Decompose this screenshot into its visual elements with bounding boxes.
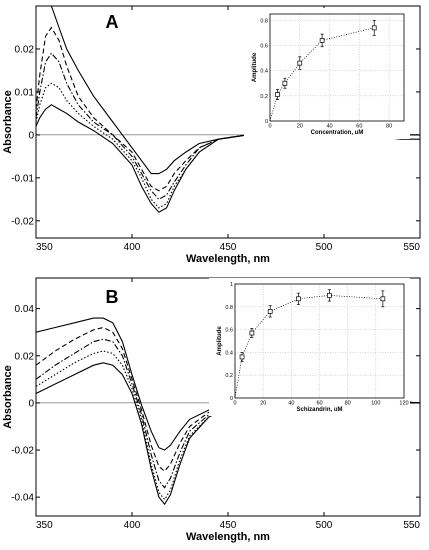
y-tick-label: 0.02 bbox=[15, 351, 35, 362]
y-tick-label: -0.01 bbox=[11, 173, 34, 184]
inset-data-point bbox=[249, 330, 255, 336]
inset-background bbox=[244, 8, 410, 139]
inset-data-point bbox=[296, 296, 301, 302]
series-line-3 bbox=[36, 338, 420, 489]
y-tick-label: -0.04 bbox=[11, 493, 34, 504]
y-tick-label: 0 bbox=[28, 130, 34, 141]
panel-label: A bbox=[106, 12, 119, 32]
inset-y-tick-label: 0.4 bbox=[260, 69, 268, 75]
inset-data-point bbox=[275, 92, 280, 97]
inset-x-tick-label: 0 bbox=[233, 401, 236, 407]
x-tick-label: 550 bbox=[403, 520, 420, 531]
inset-x-tick-label: 0 bbox=[268, 124, 271, 130]
series-line-3 bbox=[36, 52, 420, 200]
inset-x-tick-label: 60 bbox=[356, 124, 362, 130]
series-line-2 bbox=[36, 26, 420, 192]
y-axis-label: Absorbance bbox=[2, 365, 14, 429]
x-tick-label: 350 bbox=[36, 242, 53, 253]
inset-x-tick-label: 20 bbox=[260, 401, 266, 407]
panel-a: 350 400 450 500 550-0.02-0.0100.010.02Wavele… bbox=[2, 5, 421, 265]
x-tick-label: 500 bbox=[316, 242, 333, 253]
series-line-4 bbox=[36, 82, 420, 209]
inset-y-tick-label: 0.6 bbox=[260, 43, 268, 49]
x-tick-label: 350 bbox=[36, 520, 53, 531]
inset-x-axis-label: Concentration, uM bbox=[311, 130, 364, 136]
y-axis-label: Absorbance bbox=[2, 90, 14, 154]
inset-trend-line bbox=[269, 27, 375, 122]
inset-y-tick-label: 0.2 bbox=[225, 373, 233, 379]
inset-background bbox=[209, 278, 410, 416]
inset-y-tick-label: 0.2 bbox=[260, 94, 268, 100]
inset-data-point bbox=[267, 309, 273, 314]
inset-data-point bbox=[239, 354, 245, 360]
inset-y-tick-label: 0.4 bbox=[225, 350, 233, 356]
inset-frame bbox=[269, 13, 405, 122]
inset-y-axis-label: Amplitude bbox=[252, 52, 258, 82]
inset-x-tick-label: 120 bbox=[399, 401, 408, 407]
inset-y-tick-label: 1 bbox=[230, 282, 233, 288]
x-tick-label: 550 bbox=[403, 242, 420, 253]
inset-y-tick-label: 0 bbox=[230, 396, 233, 402]
inset-x-axis-label: Schizandrin, uM bbox=[296, 407, 342, 413]
inset-data-point bbox=[297, 60, 303, 66]
inset-x-tick-label: 20 bbox=[297, 124, 303, 130]
inset-x-tick-label: 80 bbox=[386, 124, 392, 130]
x-tick-label: 450 bbox=[220, 520, 237, 531]
inset-data-point bbox=[380, 296, 386, 302]
x-tick-label: 500 bbox=[316, 520, 333, 531]
panel-b: 350 400 450 500 550-0.04-0.0200.020.04Wavele… bbox=[2, 277, 421, 543]
y-tick-label: 0.01 bbox=[15, 87, 35, 98]
y-tick-label: -0.02 bbox=[11, 216, 34, 227]
inset-x-tick-label: 40 bbox=[288, 401, 294, 407]
inset-chart: 0 20 40 60 80 0 0.2 0.4 0.6 0.8 Concentration, uM A… bbox=[244, 8, 410, 139]
inset-data-point bbox=[282, 80, 288, 86]
x-tick-label: 400 bbox=[124, 520, 141, 531]
inset-data-point bbox=[327, 293, 332, 298]
inset-y-tick-label: 0.6 bbox=[225, 328, 233, 334]
inset-data-point bbox=[371, 25, 377, 31]
x-tick-label: 450 bbox=[220, 242, 237, 253]
x-axis-label: Wavelength, nm bbox=[186, 531, 270, 543]
x-axis-label: Wavelength, nm bbox=[186, 253, 270, 265]
y-tick-label: 0.02 bbox=[15, 44, 35, 55]
inset-y-tick-label: 0.8 bbox=[260, 18, 268, 24]
inset-x-tick-label: 40 bbox=[326, 124, 332, 130]
y-tick-label: -0.02 bbox=[11, 446, 34, 457]
y-tick-label: 0 bbox=[28, 398, 34, 409]
inset-y-tick-label: 0.8 bbox=[225, 305, 233, 311]
panel-label: B bbox=[106, 287, 119, 307]
inset-data-point bbox=[319, 38, 325, 43]
inset-x-tick-label: 100 bbox=[371, 401, 380, 407]
inset-x-tick-label: 60 bbox=[316, 401, 322, 407]
inset-y-axis-label: Amplitude bbox=[217, 326, 223, 356]
y-tick-label: 0.04 bbox=[15, 304, 35, 315]
x-tick-label: 400 bbox=[124, 242, 141, 253]
inset-frame bbox=[234, 283, 405, 399]
inset-y-tick-label: 0 bbox=[265, 119, 268, 125]
inset-chart: 0 20 40 60 80 100 120 0 0.2 0.4 0.6 0.8 1 Schizandrin… bbox=[209, 278, 410, 416]
inset-x-tick-label: 80 bbox=[345, 401, 351, 407]
